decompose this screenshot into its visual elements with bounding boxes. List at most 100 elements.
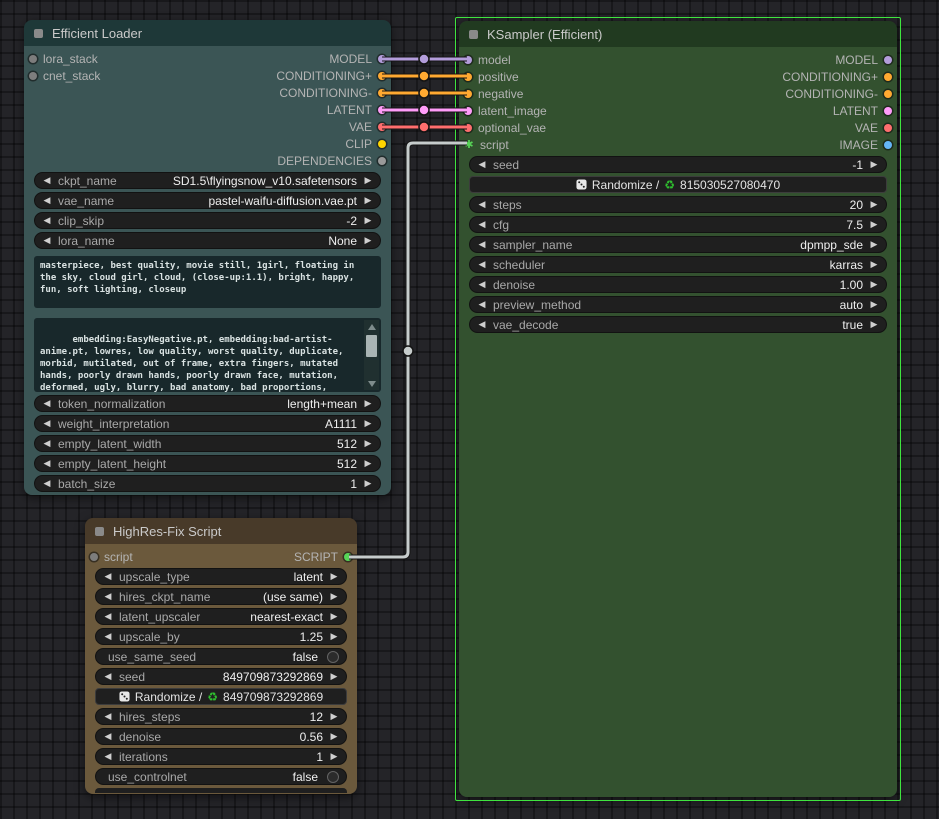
widget-scheduler[interactable]: scheduler karras [469, 256, 887, 273]
slot-dot[interactable] [884, 55, 892, 64]
input-slot-negative[interactable]: negative [459, 85, 547, 102]
output-slot-script[interactable]: SCRIPT [294, 548, 357, 565]
node-highres-fix-script[interactable]: HighRes-Fix Script script SCRIPT upscale… [85, 518, 357, 794]
decrement-icon[interactable] [42, 459, 52, 468]
decrement-icon[interactable] [103, 632, 113, 641]
toggle-knob[interactable] [327, 770, 339, 783]
slot-dot[interactable] [378, 88, 386, 97]
widget-batch-size[interactable]: batch_size 1 [34, 475, 381, 492]
node-efficient-loader[interactable]: Efficient Loader lora_stack cnet_stack M… [24, 20, 391, 495]
slot-dot[interactable] [29, 71, 37, 80]
widget-use-controlnet[interactable]: use_controlnet false [95, 768, 347, 785]
slot-dot[interactable] [378, 71, 386, 80]
increment-icon[interactable] [363, 196, 373, 205]
increment-icon[interactable] [329, 712, 339, 721]
output-slot-image[interactable]: IMAGE [782, 136, 897, 153]
slot-dot[interactable] [464, 72, 472, 81]
increment-icon[interactable] [363, 399, 373, 408]
positive-prompt-textarea[interactable]: masterpiece, best quality, movie still, … [34, 256, 381, 308]
slot-dot[interactable] [884, 106, 892, 115]
randomize-seed-button[interactable]: Randomize / ♻ 815030527080470 [469, 176, 887, 193]
increment-icon[interactable] [329, 632, 339, 641]
widget-token-normalization[interactable]: token_normalization length+mean [34, 395, 381, 412]
highres-titlebar[interactable]: HighRes-Fix Script [85, 518, 357, 544]
increment-icon[interactable] [329, 752, 339, 761]
slot-dot[interactable] [884, 140, 892, 149]
widget-hires-seed[interactable]: seed 849709873292869 [95, 668, 347, 685]
increment-icon[interactable] [869, 240, 879, 249]
decrement-icon[interactable] [477, 240, 487, 249]
decrement-icon[interactable] [477, 280, 487, 289]
input-slot-optional-vae[interactable]: optional_vae [459, 119, 547, 136]
widget-upscale-type[interactable]: upscale_type latent [95, 568, 347, 585]
widget-sampler-name[interactable]: sampler_name dpmpp_sde [469, 236, 887, 253]
slot-dot[interactable] [378, 122, 386, 131]
slot-dot[interactable] [378, 156, 386, 165]
input-slot-latent-image[interactable]: latent_image [459, 102, 547, 119]
node-ksampler-efficient[interactable]: KSampler (Efficient) model positive nega… [455, 17, 901, 801]
decrement-icon[interactable] [103, 572, 113, 581]
slot-dot[interactable] [884, 89, 892, 98]
decrement-icon[interactable] [477, 320, 487, 329]
increment-icon[interactable] [329, 612, 339, 621]
efficient-loader-titlebar[interactable]: Efficient Loader [24, 20, 391, 46]
collapse-icon[interactable] [469, 29, 478, 39]
scroll-down-icon[interactable] [364, 377, 379, 390]
increment-icon[interactable] [363, 176, 373, 185]
randomize-seed-button[interactable]: Randomize / ♻ 849709873292869 [95, 688, 347, 705]
widget-lora-name[interactable]: lora_name None [34, 232, 381, 249]
widget-iterations[interactable]: iterations 1 [95, 748, 347, 765]
script-slot-star-icon[interactable] [464, 140, 474, 150]
output-slot-conditioning-minus[interactable]: CONDITIONING- [782, 85, 897, 102]
widget-upscale-by[interactable]: upscale_by 1.25 [95, 628, 347, 645]
widget-steps[interactable]: steps 20 [469, 196, 887, 213]
output-slot-dependencies[interactable]: DEPENDENCIES [276, 152, 391, 169]
input-slot-model[interactable]: model [459, 51, 547, 68]
decrement-icon[interactable] [477, 160, 487, 169]
slot-dot[interactable] [344, 552, 352, 561]
decrement-icon[interactable] [103, 732, 113, 741]
output-slot-clip[interactable]: CLIP [276, 135, 391, 152]
output-slot-latent[interactable]: LATENT [782, 102, 897, 119]
decrement-icon[interactable] [42, 399, 52, 408]
output-slot-model[interactable]: MODEL [782, 51, 897, 68]
input-slot-lora-stack[interactable]: lora_stack [24, 50, 100, 67]
decrement-icon[interactable] [103, 612, 113, 621]
scrollbar-thumb[interactable] [366, 335, 377, 357]
scrollbar[interactable] [364, 320, 379, 390]
widget-cfg[interactable]: cfg 7.5 [469, 216, 887, 233]
output-slot-latent[interactable]: LATENT [276, 101, 391, 118]
increment-icon[interactable] [329, 592, 339, 601]
input-slot-cnet-stack[interactable]: cnet_stack [24, 67, 100, 84]
increment-icon[interactable] [363, 236, 373, 245]
decrement-icon[interactable] [42, 479, 52, 488]
collapse-icon[interactable] [34, 28, 43, 38]
slot-dot[interactable] [378, 54, 386, 63]
increment-icon[interactable] [869, 260, 879, 269]
widget-latent-upscaler[interactable]: latent_upscaler nearest-exact [95, 608, 347, 625]
widget-clip-skip[interactable]: clip_skip -2 [34, 212, 381, 229]
decrement-icon[interactable] [103, 752, 113, 761]
input-slot-script[interactable]: script [85, 548, 133, 565]
widget-denoise[interactable]: denoise 1.00 [469, 276, 887, 293]
widget-use-same-seed[interactable]: use_same_seed false [95, 648, 347, 665]
slot-dot[interactable] [464, 123, 472, 132]
increment-icon[interactable] [869, 300, 879, 309]
slot-dot[interactable] [884, 123, 892, 132]
output-slot-conditioning-plus[interactable]: CONDITIONING+ [782, 68, 897, 85]
scroll-up-icon[interactable] [364, 320, 379, 333]
widget-hires-denoise[interactable]: denoise 0.56 [95, 728, 347, 745]
increment-icon[interactable] [869, 280, 879, 289]
increment-icon[interactable] [363, 216, 373, 225]
slot-dot[interactable] [464, 55, 472, 64]
output-slot-vae[interactable]: VAE [782, 119, 897, 136]
increment-icon[interactable] [363, 439, 373, 448]
decrement-icon[interactable] [42, 236, 52, 245]
decrement-icon[interactable] [103, 712, 113, 721]
widget-ckpt-name[interactable]: ckpt_name SD1.5\flyingsnow_v10.safetenso… [34, 172, 381, 189]
slot-dot[interactable] [90, 552, 98, 561]
slot-dot[interactable] [884, 72, 892, 81]
output-slot-conditioning-plus[interactable]: CONDITIONING+ [276, 67, 391, 84]
increment-icon[interactable] [869, 220, 879, 229]
increment-icon[interactable] [869, 160, 879, 169]
